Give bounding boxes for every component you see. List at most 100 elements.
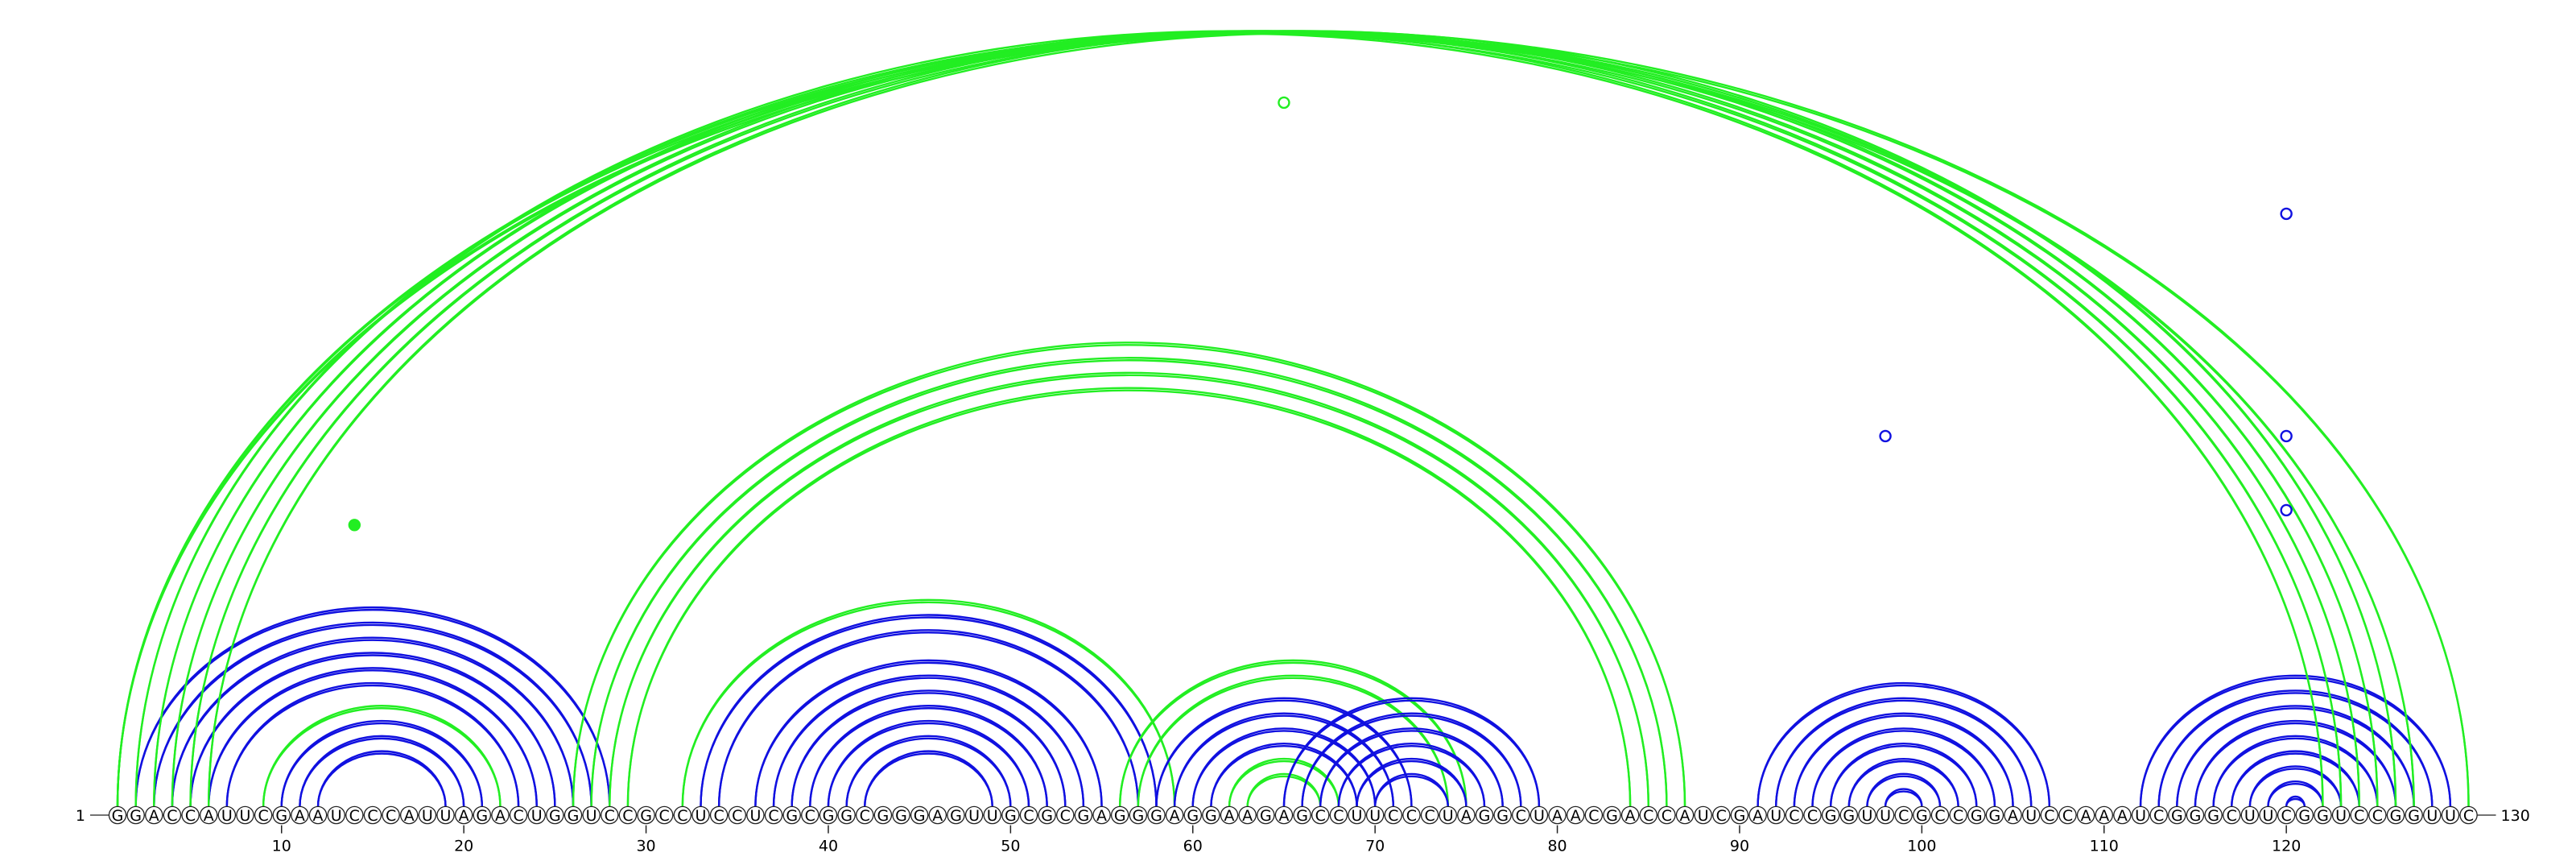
nucleotide-letter: C [1023, 807, 1034, 825]
nucleotide: A [1092, 805, 1111, 825]
nucleotide-circle [1274, 805, 1294, 825]
nucleotide-circle [1967, 805, 1986, 825]
nucleotide: A [145, 805, 163, 825]
nucleotide-circle [1694, 805, 1712, 825]
base-pair-arc-stroke [626, 387, 1632, 807]
nucleotide: G [1493, 805, 1512, 825]
nucleotide: U [2441, 805, 2460, 825]
nucleotide-letter: U [1880, 807, 1891, 825]
base-pair-arc [1757, 681, 2051, 807]
nucleotide-letter: G [549, 807, 561, 825]
tick-label: 120 [2272, 838, 2301, 855]
base-pair-arc-stroke [827, 719, 1030, 807]
nucleotide-letter: C [185, 807, 196, 825]
base-pair-arc [700, 614, 1158, 807]
nucleotide: A [2095, 805, 2114, 825]
nucleotide-circle [2259, 805, 2277, 825]
nucleotide-circle [1147, 805, 1166, 825]
base-pair-arc [1373, 772, 1449, 807]
nucleotide-circle [1876, 805, 1895, 825]
nucleotide-circle [217, 805, 237, 825]
nucleotide: C [2222, 805, 2241, 825]
nucleotide: G [2186, 805, 2205, 825]
nucleotide: G [947, 805, 965, 825]
nucleotide-letter: U [2263, 807, 2274, 825]
base-pair-arc-stroke [2267, 780, 2324, 807]
tick-label: 10 [272, 838, 291, 855]
nucleotide: C [509, 805, 528, 825]
base-pair-arc-stroke [717, 629, 1140, 807]
nucleotide-circle [327, 805, 345, 825]
nucleotide-circle [1913, 805, 1931, 825]
nucleotide-letter: U [1534, 807, 1545, 825]
nucleotide-circle [1110, 805, 1129, 825]
nucleotide-letter: A [1170, 807, 1180, 825]
base-pair-arc-stroke [609, 374, 1649, 807]
nucleotide-letter: G [914, 807, 926, 825]
nucleotide-circle [199, 805, 218, 825]
nucleotide: G [1110, 805, 1129, 825]
base-pair-arc-stroke [2194, 719, 2397, 807]
tick-label: 60 [1183, 838, 1203, 855]
nucleotide-letter: A [1552, 807, 1563, 825]
base-pair-arc [626, 387, 1632, 807]
nucleotide-letter: G [840, 807, 852, 825]
nucleotide-letter: U [2135, 807, 2146, 825]
tick-label: 20 [454, 838, 473, 855]
nucleotide-circle [2149, 805, 2168, 825]
nucleotide: U [327, 805, 345, 825]
nucleotide-circle [819, 805, 838, 825]
nucleotide-letter: G [950, 807, 962, 825]
nucleotide: A [1274, 805, 1294, 825]
nucleotide-letter: A [149, 807, 159, 825]
base-pair-arc [2267, 780, 2324, 807]
nucleotide: A [199, 805, 218, 825]
nucleotide-circle [509, 805, 528, 825]
nucleotide-circle [1183, 805, 1203, 825]
nucleotide-circle [2186, 805, 2205, 825]
base-pair-arc-stroke [1319, 727, 1504, 807]
nucleotide-letter: U [240, 807, 251, 825]
base-pair-arc [590, 356, 1668, 807]
nucleotide-letter: C [622, 807, 633, 825]
nucleotide-letter: A [1096, 807, 1107, 825]
nucleotide: U [2240, 805, 2260, 825]
nucleotide-letter: U [1861, 807, 1872, 825]
nucleotide: U [418, 805, 437, 825]
nucleotide-letter: G [275, 807, 287, 825]
base-pair-arc-stroke [1210, 743, 1358, 807]
nucleotide-letter: G [1205, 807, 1217, 825]
nucleotide: C [801, 805, 819, 825]
nucleotide: U [582, 805, 601, 825]
nucleotide-circle [1329, 805, 1348, 825]
nucleotide-letter: C [2463, 807, 2474, 825]
nucleotide: A [2113, 805, 2132, 825]
nucleotide-circle [673, 805, 692, 825]
nucleotide-circle [564, 805, 583, 825]
nucleotide: C [1639, 805, 1658, 825]
nucleotide: C [181, 805, 200, 825]
nucleotide-circle [2040, 805, 2059, 825]
nucleotide-circle [1384, 805, 1403, 825]
base-pair-arc [1829, 743, 1978, 807]
nucleotide-circle [1348, 805, 1366, 825]
nucleotide-letter: U [422, 807, 433, 825]
nucleotide-letter: G [1187, 807, 1199, 825]
nucleotide-circle [1785, 805, 1804, 825]
nucleotide: C [382, 805, 400, 825]
nucleotide: C [254, 805, 273, 825]
nucleotide: C [764, 805, 783, 825]
base-pair-arc [208, 30, 2397, 807]
nucleotide: A [928, 805, 947, 825]
arcs-layer [116, 30, 2470, 807]
nucleotide-letter: G [1114, 807, 1126, 825]
nucleotide-circle [2076, 805, 2095, 825]
tick-label: 70 [1365, 838, 1385, 855]
nucleotide-letter: A [1752, 807, 1763, 825]
nucleotide-letter: C [1716, 807, 1727, 825]
nucleotide-letter: C [1953, 807, 1963, 825]
nucleotide-circle [527, 805, 546, 825]
nucleotide-circle [2095, 805, 2114, 825]
